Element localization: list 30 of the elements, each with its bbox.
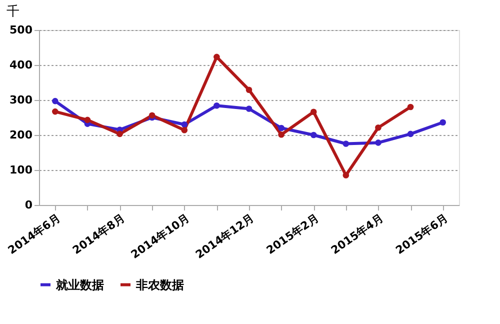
y-tick-label: 200: [10, 128, 33, 142]
point: [375, 124, 382, 131]
point: [214, 102, 220, 109]
y-tick-label: 0: [24, 198, 33, 212]
y-tick-label: 100: [10, 164, 33, 176]
y-axis-title: 千: [6, 4, 20, 20]
point: [84, 116, 91, 124]
point: [52, 108, 58, 115]
y-tick-label: 400: [10, 58, 33, 72]
point: [278, 124, 284, 132]
legend-label: 就业数据: [55, 278, 104, 292]
point: [440, 119, 446, 126]
legend-label: 非农数据: [135, 278, 184, 292]
point: [181, 126, 188, 134]
point: [246, 106, 252, 112]
point: [278, 131, 284, 138]
y-tick-label: 500: [10, 24, 33, 36]
point: [116, 130, 123, 138]
point: [310, 108, 317, 116]
point: [342, 140, 350, 147]
point: [407, 104, 414, 110]
point: [246, 86, 252, 94]
point: [52, 98, 58, 104]
point: [375, 140, 382, 146]
point: [181, 121, 188, 128]
point: [310, 132, 317, 138]
y-tick-label: 300: [10, 94, 33, 106]
point: [214, 54, 220, 60]
point: [407, 130, 414, 138]
point: [342, 172, 350, 178]
